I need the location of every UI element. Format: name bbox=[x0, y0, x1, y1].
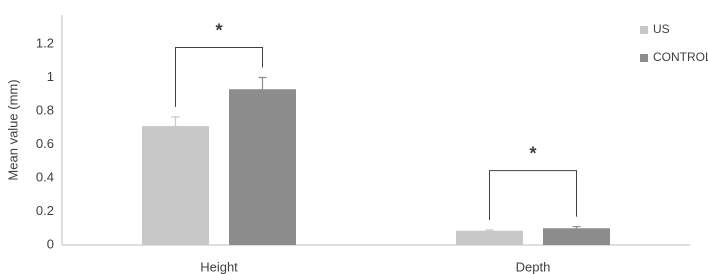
legend-swatch bbox=[640, 26, 648, 34]
x-tick-label: Height bbox=[200, 259, 238, 274]
legend-swatch bbox=[640, 54, 648, 62]
y-tick-label: 0.2 bbox=[36, 203, 54, 218]
error-bar bbox=[258, 76, 267, 90]
error-bar bbox=[485, 229, 494, 231]
bar bbox=[456, 230, 523, 245]
error-bar bbox=[572, 225, 581, 229]
legend-label: CONTROL bbox=[653, 50, 708, 64]
x-tick-label: Depth bbox=[516, 259, 551, 274]
bar bbox=[543, 228, 610, 245]
significance-bracket bbox=[175, 47, 263, 107]
y-tick-label: 1 bbox=[47, 69, 54, 84]
y-axis-label: Mean value (mm) bbox=[5, 79, 20, 180]
bar bbox=[229, 89, 296, 245]
significance-bracket bbox=[489, 170, 577, 220]
error-bar bbox=[171, 116, 180, 127]
y-tick-label: 0 bbox=[47, 236, 54, 251]
legend-label: US bbox=[653, 22, 670, 36]
y-tick-label: 0.8 bbox=[36, 102, 54, 117]
y-tick-label: 1.2 bbox=[36, 35, 54, 50]
y-tick-label: 0.4 bbox=[36, 169, 54, 184]
bar bbox=[142, 126, 209, 245]
significance-marker: * bbox=[215, 20, 222, 40]
y-tick-label: 0.6 bbox=[36, 136, 54, 151]
significance-marker: * bbox=[529, 143, 536, 163]
